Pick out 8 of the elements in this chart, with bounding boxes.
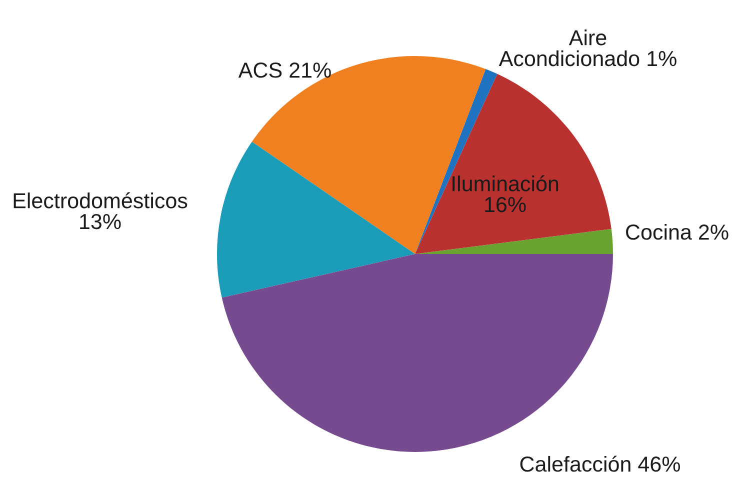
- slice-label: Calefacción 46%: [520, 456, 680, 472]
- slice-label: Aire Acondicionado 1%: [498, 30, 676, 66]
- data-label: 13%: [80, 214, 121, 230]
- slice-label: Electrodomésticos: [14, 192, 188, 208]
- slice-label: Iluminación: [452, 175, 558, 192]
- data-label: 16%: [485, 196, 526, 212]
- slice-label: ACS 21%: [238, 62, 331, 78]
- slice-label: Cocina 2%: [626, 224, 728, 240]
